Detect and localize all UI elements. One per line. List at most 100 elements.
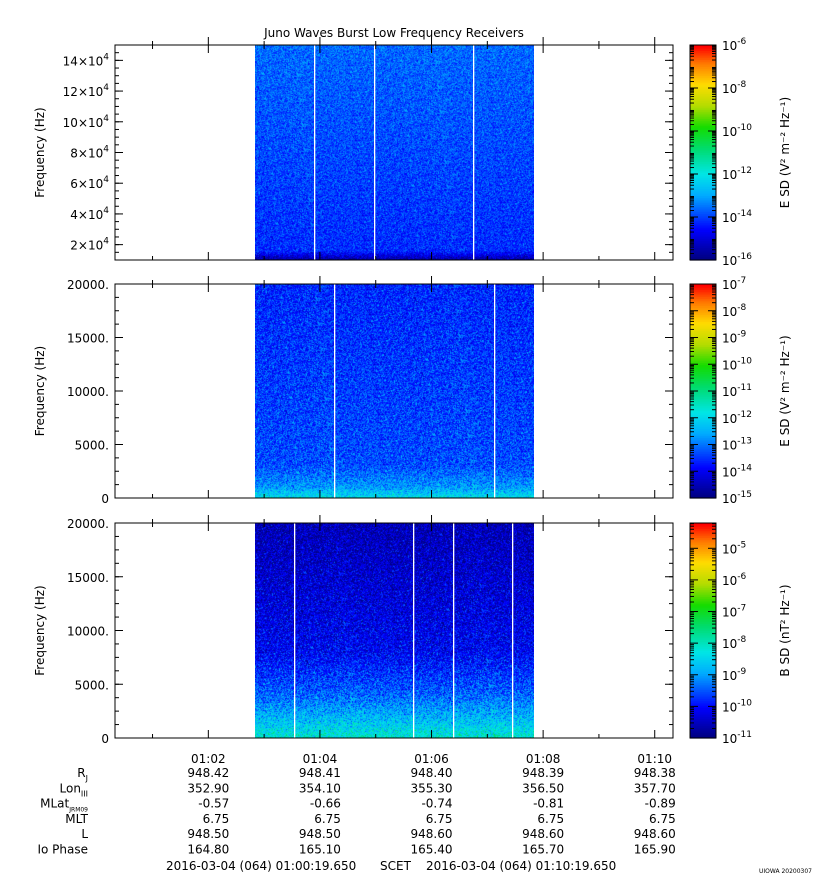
colorbar-swatch <box>690 483 716 487</box>
colorbar-swatch <box>690 240 716 243</box>
colorbar-swatch <box>690 417 716 421</box>
colorbar-swatch <box>690 467 716 471</box>
colorbar-swatch <box>690 231 716 234</box>
ephemeris-value: 948.60 <box>634 827 676 841</box>
colorbar-swatch <box>690 364 716 367</box>
colorbar-swatch <box>690 419 716 422</box>
ephemeris-value: 165.70 <box>522 843 564 857</box>
colorbar-swatch <box>690 471 716 474</box>
colorbar-swatch <box>690 414 716 417</box>
y-tick-label: 12×104 <box>63 83 110 99</box>
colorbar-swatch <box>690 148 716 152</box>
x-tick-label: 01:04 <box>303 752 338 766</box>
colorbar-tick-label: 10-7 <box>722 604 746 620</box>
ephemeris-value: 165.40 <box>411 843 453 857</box>
colorbar-swatch <box>690 662 716 666</box>
colorbar-swatch <box>690 351 716 355</box>
spectrogram-panel-3: 0 5000. 10000. 15000. 20000. Frequency (Hz) 10… <box>33 515 792 746</box>
colorbar-tick-label: 10-7 <box>722 276 746 292</box>
colorbar-swatch <box>690 723 716 727</box>
colorbar-swatch <box>690 555 716 558</box>
colorbar-tick-label: 10-8 <box>722 635 747 651</box>
colorbar-swatch <box>690 455 716 458</box>
colorbar-swatch <box>690 376 716 380</box>
colorbar-swatch <box>690 366 716 369</box>
data-gap-line <box>453 523 455 738</box>
y-tick-label: 5000. <box>75 439 109 453</box>
colorbar-swatch <box>690 439 716 442</box>
y-tick-label: 20000. <box>67 278 109 292</box>
colorbar-swatch <box>690 437 716 440</box>
colorbar-swatch <box>690 294 716 298</box>
colorbar-swatch <box>690 174 716 177</box>
colorbar-swatch <box>690 328 716 331</box>
colorbar-swatch <box>690 687 716 691</box>
colorbar-tick-label: 10-8 <box>722 303 747 319</box>
colorbar-swatch <box>690 285 716 289</box>
ephemeris-value: 948.60 <box>522 827 564 841</box>
colorbar-swatch <box>690 77 716 80</box>
y-tick-label: 4×104 <box>70 206 109 222</box>
x-tick-label: 01:08 <box>526 752 561 766</box>
y-tick-label: 20000. <box>67 517 109 531</box>
colorbar-swatch <box>690 410 716 413</box>
colorbar-swatch <box>690 181 716 184</box>
colorbar-swatch <box>690 61 716 64</box>
colorbar-swatch <box>690 446 716 449</box>
colorbar-swatch <box>690 123 716 127</box>
colorbar-swatch <box>690 542 716 546</box>
colorbar-swatch <box>690 711 716 714</box>
colorbar-swatch <box>690 634 716 637</box>
x-tick-label: 01:06 <box>414 752 449 766</box>
data-gap-line <box>512 523 514 738</box>
ephemeris-value: -0.89 <box>645 797 676 811</box>
colorbar-swatch <box>690 100 716 103</box>
footer-scet-label: SCET <box>380 859 412 873</box>
colorbar-swatch <box>690 444 716 447</box>
colorbar-swatch <box>690 539 716 542</box>
colorbar-swatch <box>690 564 716 567</box>
colorbar-swatch <box>690 59 716 62</box>
colorbar-swatch <box>690 341 716 344</box>
colorbar-swatch <box>690 600 716 603</box>
colorbar-swatch <box>690 131 716 134</box>
colorbar-swatch <box>690 587 716 590</box>
colorbar-swatch <box>690 675 716 678</box>
colorbar-swatch <box>690 367 716 371</box>
colorbar-tick-label: 10-9 <box>722 330 747 346</box>
colorbar-swatch <box>690 705 716 709</box>
colorbar-tick-label: 10-12 <box>722 166 752 182</box>
colorbar-swatch <box>690 93 716 96</box>
colorbar-swatch <box>690 632 716 635</box>
data-gap-line <box>413 523 415 738</box>
colorbar-swatch <box>690 601 716 605</box>
ephemeris-label: Io Phase <box>37 843 88 857</box>
colorbar-swatch <box>690 57 716 60</box>
colorbar-swatch <box>690 671 716 675</box>
colorbar-swatch <box>690 435 716 438</box>
colorbar-swatch <box>690 465 716 469</box>
colorbar-swatch <box>690 292 716 296</box>
colorbar-swatch <box>690 156 716 159</box>
colorbar-swatch <box>690 225 716 229</box>
ephemeris-value: 357.70 <box>634 781 676 795</box>
colorbar-swatch <box>690 736 716 739</box>
colorbar-swatch <box>690 492 716 496</box>
colorbar-swatch <box>690 655 716 658</box>
data-gap-line <box>374 45 376 260</box>
colorbar-swatch <box>690 709 716 712</box>
colorbar-swatch <box>690 132 716 136</box>
colorbar-swatch <box>690 107 716 111</box>
ephemeris-value: 948.39 <box>522 766 564 780</box>
chart-title: Juno Waves Burst Low Frequency Receivers <box>263 26 524 40</box>
colorbar-swatch <box>690 650 716 653</box>
colorbar-swatch <box>690 415 716 419</box>
colorbar-swatch <box>690 52 716 55</box>
colorbar-swatch <box>690 141 716 145</box>
colorbar-swatch <box>690 258 716 261</box>
colorbar-swatch <box>690 373 716 376</box>
colorbar-swatch <box>690 567 716 571</box>
ephemeris-value: 164.80 <box>187 843 229 857</box>
colorbar-swatch <box>690 678 716 682</box>
